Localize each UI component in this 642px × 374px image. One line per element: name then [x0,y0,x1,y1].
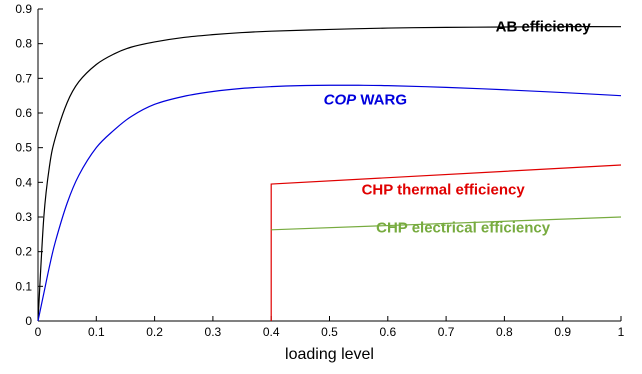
y-tick-label: 0.9 [15,2,32,16]
series-lines [37,26,622,322]
series-label-ab-efficiency: AB efficiency [496,19,592,36]
y-tick-label: 0.2 [15,245,32,259]
x-axis-label: loading level [285,346,374,363]
series-label-chp-electrical-efficiency: CHP electrical efficiency [376,220,551,237]
y-tick-label: 0.4 [15,175,32,189]
y-tick-label: 0.3 [15,210,32,224]
series-label-chp-thermal-efficiency: CHP thermal efficiency [362,181,526,198]
y-tick-label: 0.6 [15,106,32,120]
x-tick-label: 0.7 [438,325,455,339]
x-tick-label: 0.5 [321,325,338,339]
y-tick-label: 0.7 [15,71,32,85]
series-line-ab-efficiency [37,26,622,322]
x-tick-label: 1 [618,325,625,339]
series-line-chp-electrical-efficiency [271,216,622,231]
x-tick-label: 0.4 [263,325,280,339]
y-tick-label: 0 [25,314,32,328]
axes: 0 0.1 0.2 0.3 0.4 0.5 0.6 0.7 0.8 0.9 1 0 0.1 0.2 0.3 0… [15,2,624,339]
y-tick-label: 0.8 [15,37,32,51]
series-line-chp-thermal-efficiency [270,164,622,321]
x-tick-label: 0.3 [205,325,222,339]
series-line-cop-warg [37,84,622,322]
x-tick-label: 0.1 [88,325,105,339]
series-label-cop-warg: COP WARG [324,91,407,108]
y-tick-label: 0.1 [15,279,32,293]
x-tick-label: 0.9 [554,325,571,339]
x-tick-label: 0.8 [496,325,513,339]
y-tick-label: 0.5 [15,141,32,155]
x-tick-label: 0.2 [146,325,163,339]
series-labels: AB efficiency COP WARG CHP thermal efficie… [324,19,592,237]
x-tick-label: 0.6 [379,325,396,339]
x-tick-label: 0 [35,325,42,339]
